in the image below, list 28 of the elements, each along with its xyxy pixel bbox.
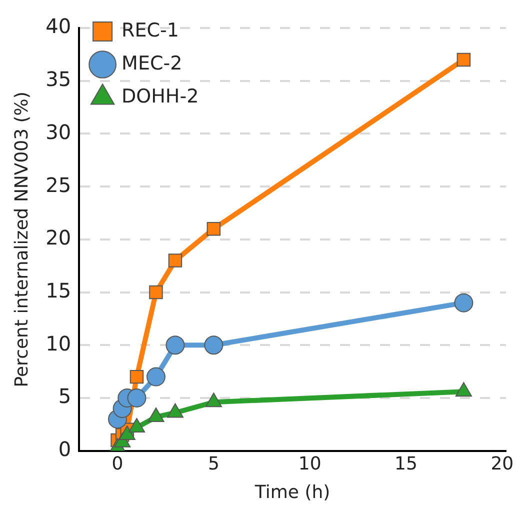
x-tick-label: 5 [208, 453, 220, 474]
x-tick-label: 0 [112, 453, 124, 474]
x-tick-label: 10 [298, 453, 322, 474]
x-tick-label: 15 [394, 453, 418, 474]
y-tick-label: 25 [46, 172, 72, 197]
y-tick-label: 15 [46, 278, 72, 302]
legend-label: MEC-2 [122, 52, 182, 74]
legend-label: DOHH-2 [122, 85, 199, 108]
point [166, 336, 185, 355]
point [130, 370, 144, 384]
legend-label: REC-1 [122, 19, 179, 42]
y-tick-label: 10 [46, 331, 72, 356]
point [454, 293, 474, 312]
y-tick-label: 20 [46, 226, 72, 250]
y-tick-label: 5 [58, 384, 72, 408]
y-axis-title: Percent internalized NNV003 (%) [11, 92, 32, 388]
point [127, 388, 146, 408]
y-tick-label: 35 [46, 67, 72, 92]
point [146, 367, 166, 386]
x-tick-label: 20 [490, 453, 514, 474]
y-tick-label: 40 [46, 14, 72, 38]
y-tick-label: 30 [46, 120, 72, 144]
point [206, 222, 221, 236]
point [204, 336, 224, 355]
point [456, 52, 471, 67]
point [168, 254, 182, 268]
x-axis-title: Time (h) [254, 482, 330, 503]
point [149, 285, 163, 300]
